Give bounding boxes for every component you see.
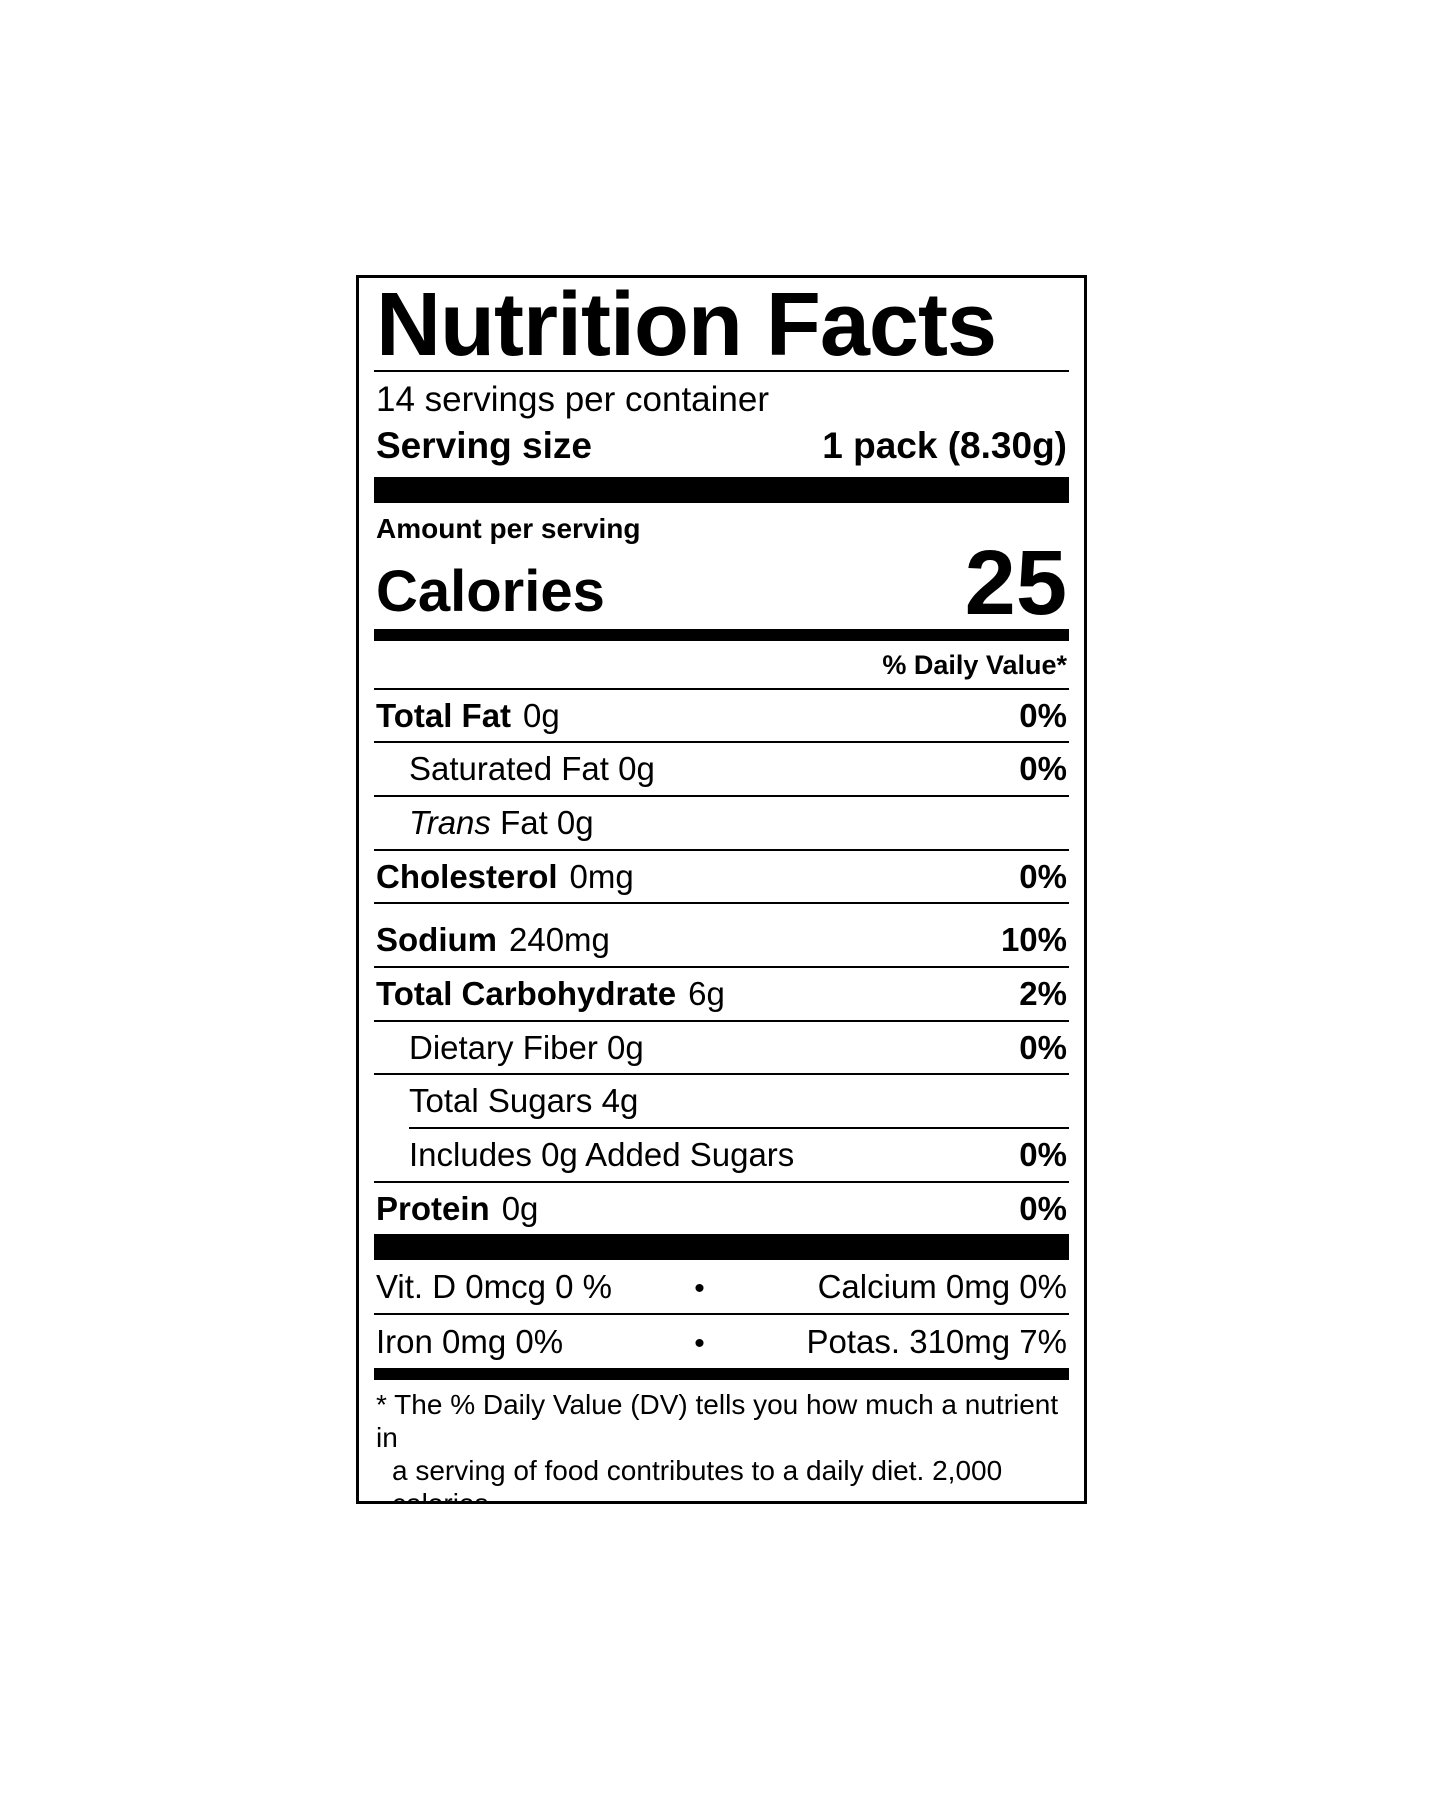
nutrient-label: Saturated Fat 0g	[409, 750, 655, 788]
nutrient-label: Dietary Fiber 0g	[409, 1028, 644, 1066]
nutrient-label: Protein 0g	[376, 1189, 539, 1227]
serving-size-label: Serving size	[376, 425, 592, 466]
nutrient-label: Trans Fat 0g	[409, 804, 594, 842]
micronutrient-right: Potas. 310mg 7%	[806, 1322, 1068, 1360]
nutrient-dv: 0%	[1019, 857, 1067, 895]
nutrient-label: Total Carbohydrate 6g	[376, 975, 725, 1013]
nutrient-row-trans-fat: Trans Fat 0g	[374, 795, 1069, 849]
daily-value-footnote: * The % Daily Value (DV) tells you how m…	[374, 1380, 1069, 1504]
nutrient-row-total-fat: Total Fat 0g 0%	[374, 687, 1069, 742]
micronutrient-row-vitd-calcium: Vit. D 0mcg 0 % • Calcium 0mg 0%	[374, 1260, 1069, 1313]
divider-bar-protein	[374, 1234, 1069, 1261]
calories-row: Calories 25	[374, 531, 1069, 634]
micronutrient-left: Iron 0mg 0%	[376, 1322, 564, 1360]
divider-bar-footnote	[374, 1367, 1069, 1380]
nutrient-dv: 0%	[1019, 1189, 1067, 1227]
nutrient-dv: 0%	[1019, 1135, 1067, 1173]
divider-bar-top	[374, 477, 1069, 504]
nutrient-label: Total Sugars 4g	[409, 1082, 639, 1120]
amount-per-serving-label: Amount per serving	[376, 513, 641, 545]
nutrient-dv: 10%	[1000, 921, 1067, 959]
nutrient-label: Total Fat 0g	[376, 696, 560, 734]
footnote-line: a serving of food contributes to a daily…	[392, 1454, 1003, 1504]
nutrient-row-cholesterol: Cholesterol 0mg 0%	[374, 848, 1069, 903]
nutrient-row-added-sugars: Includes 0g Added Sugars 0%	[409, 1126, 1069, 1181]
nutrient-label: Sodium 240mg	[376, 921, 610, 959]
nutrient-dv: 0%	[1019, 1028, 1067, 1066]
calories-label: Calories	[376, 559, 605, 625]
bullet-separator: •	[694, 1272, 705, 1306]
nutrient-row-protein: Protein 0g 0%	[374, 1180, 1069, 1235]
micronutrient-left: Vit. D 0mcg 0 %	[376, 1268, 612, 1306]
divider-bar-calories	[374, 629, 1069, 642]
nutrient-dv: 0%	[1019, 750, 1067, 788]
label-title: Nutrition Facts	[374, 278, 1069, 372]
bullet-separator: •	[694, 1326, 705, 1360]
micronutrient-right: Calcium 0mg 0%	[817, 1268, 1067, 1306]
servings-per-container: 14 servings per container	[376, 380, 769, 419]
calories-value: 25	[964, 531, 1067, 634]
nutrient-row-saturated-fat: Saturated Fat 0g 0%	[374, 741, 1069, 795]
nutrition-facts-label: Nutrition Facts 14 servings per containe…	[356, 275, 1087, 1504]
nutrient-row-total-carbohydrate: Total Carbohydrate 6g 2%	[374, 966, 1069, 1020]
nutrient-row-total-sugars: Total Sugars 4g	[374, 1073, 1069, 1127]
nutrient-dv: 0%	[1019, 696, 1067, 734]
nutrient-label: Includes 0g Added Sugars	[409, 1135, 795, 1173]
daily-value-header: % Daily Value*	[882, 650, 1067, 681]
footnote-line: * The % Daily Value (DV) tells you how m…	[376, 1388, 1059, 1453]
nutrient-dv: 2%	[1019, 975, 1067, 1013]
serving-size-value: 1 pack (8.30g)	[822, 425, 1067, 466]
serving-size-row: Serving size 1 pack (8.30g)	[374, 421, 1069, 477]
nutrient-label: Cholesterol 0mg	[376, 857, 634, 895]
nutrient-row-sodium: Sodium 240mg 10%	[374, 902, 1069, 966]
micronutrient-row-iron-potassium: Iron 0mg 0% • Potas. 310mg 7%	[374, 1312, 1069, 1368]
nutrient-row-dietary-fiber: Dietary Fiber 0g 0%	[374, 1019, 1069, 1074]
